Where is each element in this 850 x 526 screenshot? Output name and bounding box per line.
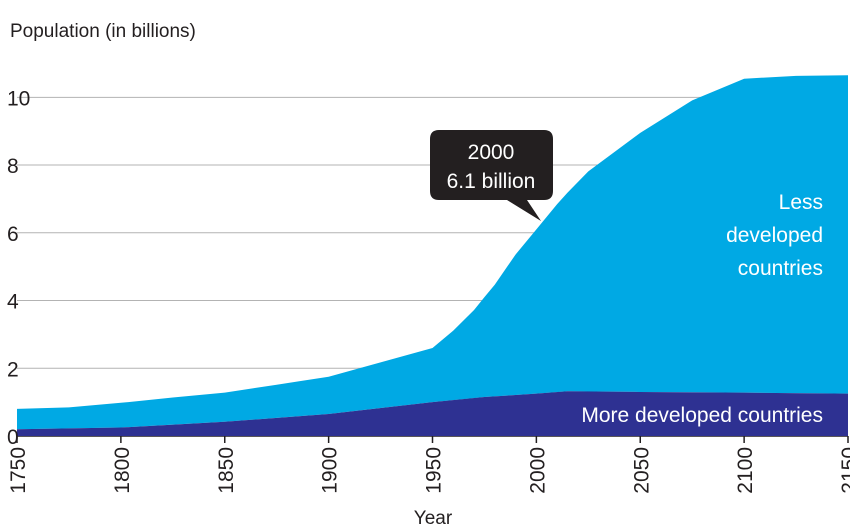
y-axis-title: Population (in billions) <box>10 21 196 42</box>
x-tick-label: 1950 <box>423 447 446 494</box>
area-series <box>17 75 848 436</box>
y-tick-label: 10 <box>7 87 30 110</box>
area-less-developed <box>17 75 848 430</box>
x-axis-title: Year <box>414 508 453 526</box>
x-tick-label: 2000 <box>526 447 549 494</box>
y-tick-label: 8 <box>7 155 19 178</box>
x-tick-label: 1750 <box>7 447 30 494</box>
y-tick-labels: 2 4 6 8 10 <box>7 87 30 381</box>
callout-year: 2000 <box>468 141 515 164</box>
x-tick-labels: 1750 1800 1850 1900 1950 2000 2050 2100 2150 <box>7 436 850 494</box>
more-developed-label: More developed countries <box>581 404 823 427</box>
y-tick-label: 0 <box>7 426 19 449</box>
x-tick-label: 2150 <box>838 447 850 494</box>
callout-value: 6.1 billion <box>447 170 536 193</box>
x-tick-label: 1900 <box>319 447 342 494</box>
less-developed-label-line-3: countries <box>738 257 823 280</box>
x-tick-label: 1850 <box>215 447 238 494</box>
area-more-developed <box>17 391 848 436</box>
x-tick-label: 1800 <box>111 447 134 494</box>
y-tick-label: 2 <box>7 358 19 381</box>
less-developed-label-line-2: developed <box>726 224 823 247</box>
y-tick-label: 4 <box>7 291 19 314</box>
less-developed-label-line-1: Less <box>779 191 823 214</box>
x-tick-label: 2050 <box>630 447 653 494</box>
callout-bubble <box>430 130 553 221</box>
annotation-callout: 2000 6.1 billion <box>430 130 553 221</box>
y-tick-label: 6 <box>7 223 19 246</box>
x-tick-label: 2100 <box>734 447 757 494</box>
